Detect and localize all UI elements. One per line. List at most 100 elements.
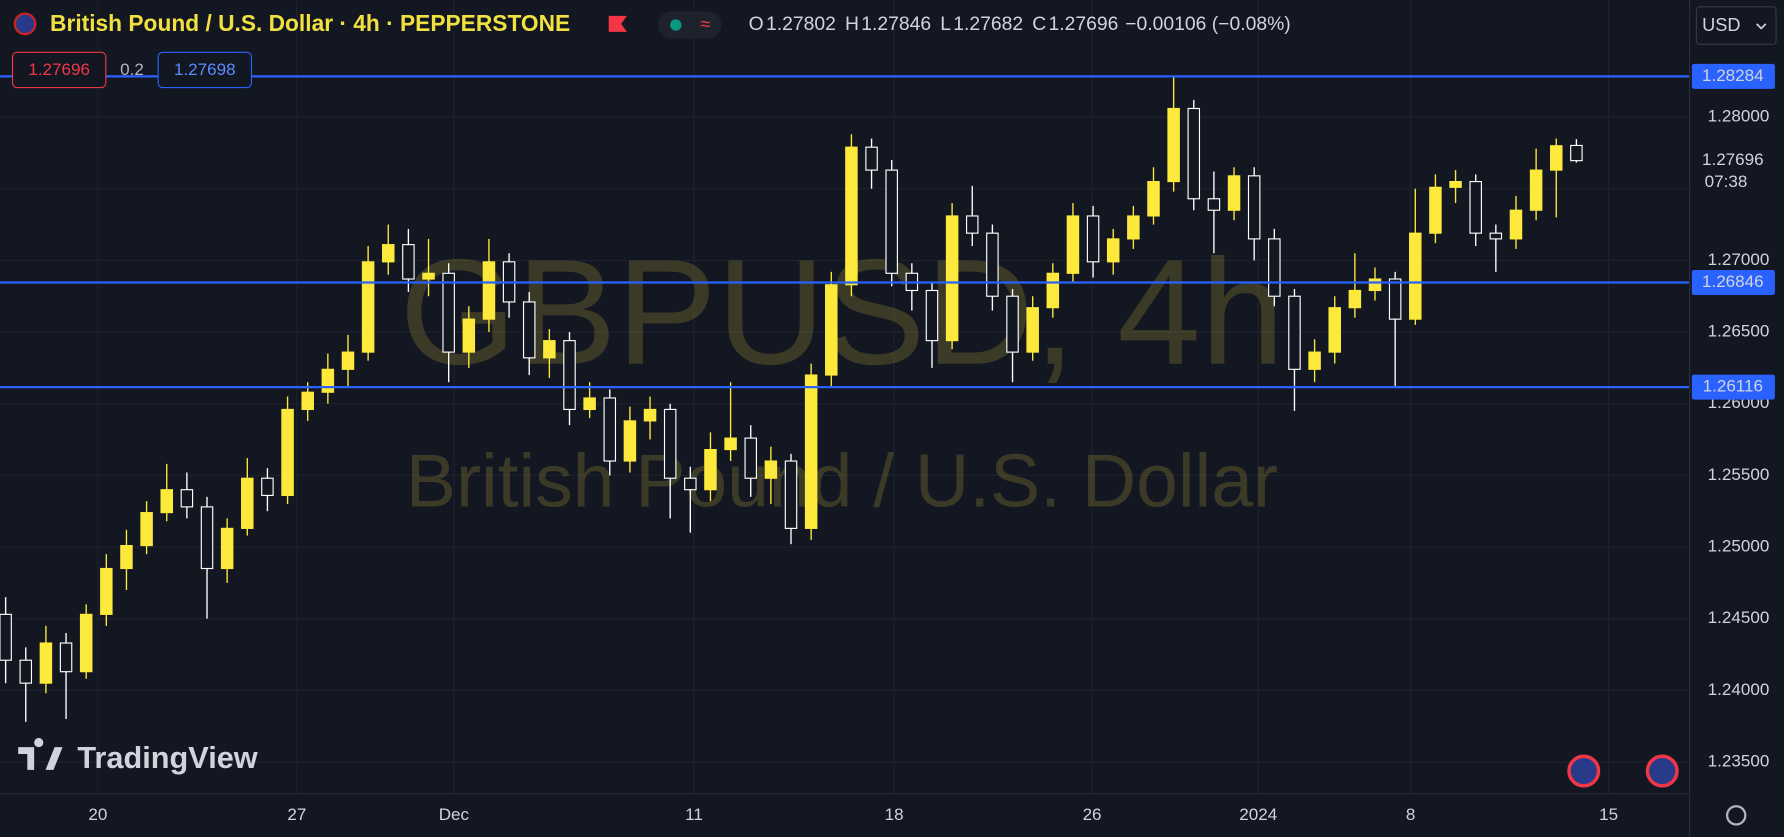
candle-body bbox=[623, 420, 637, 462]
ohlc-value: 1.27802 bbox=[766, 14, 836, 35]
status-pill bbox=[657, 11, 722, 39]
market-open-dot bbox=[670, 19, 682, 31]
candle-body bbox=[160, 489, 173, 514]
event-flag[interactable] bbox=[1567, 754, 1601, 788]
settings-icon[interactable] bbox=[1725, 805, 1747, 826]
candle-body bbox=[1046, 272, 1060, 309]
candle-body bbox=[684, 477, 697, 491]
candle-body bbox=[1308, 351, 1321, 370]
candle-body bbox=[442, 272, 455, 353]
candle-body bbox=[724, 437, 737, 451]
candle-body bbox=[663, 408, 677, 479]
candle-body bbox=[744, 437, 757, 479]
candle-body bbox=[1328, 307, 1341, 353]
price-label-box bbox=[1691, 374, 1775, 400]
candle-body bbox=[1288, 295, 1301, 370]
candle-body bbox=[1207, 198, 1221, 211]
candle-body bbox=[382, 244, 395, 263]
sell-price[interactable]: 1.27696 bbox=[28, 60, 90, 79]
candle-body bbox=[241, 477, 254, 529]
candle-body bbox=[865, 146, 878, 171]
candle-body bbox=[825, 284, 838, 376]
x-tick-label: 20 bbox=[88, 805, 107, 824]
x-tick-label: 18 bbox=[885, 805, 904, 824]
candle-body bbox=[281, 408, 294, 496]
brand-name[interactable]: TradingView bbox=[77, 740, 257, 775]
candle-body bbox=[986, 232, 999, 297]
candle-body bbox=[341, 351, 355, 370]
x-tick-label: 15 bbox=[1599, 805, 1618, 824]
candle-body bbox=[1106, 238, 1120, 263]
x-tick-label: 27 bbox=[287, 805, 306, 824]
candle-body bbox=[1348, 289, 1362, 309]
buy-button[interactable] bbox=[157, 51, 253, 89]
currency-button[interactable] bbox=[1695, 6, 1777, 45]
candle-body bbox=[1187, 107, 1201, 200]
candle-body bbox=[563, 340, 576, 411]
candle-body bbox=[79, 613, 93, 673]
candle-body bbox=[965, 215, 979, 234]
candle-body bbox=[764, 460, 778, 479]
candle-body bbox=[1570, 144, 1583, 162]
event-flag[interactable] bbox=[1645, 754, 1679, 788]
ohlc-change: −0.00106 (−0.08%) bbox=[1125, 14, 1291, 35]
candle-body bbox=[39, 642, 53, 684]
candle-body bbox=[643, 408, 657, 422]
ohlc-value: 1.27696 bbox=[1048, 14, 1118, 35]
candle-body bbox=[1509, 209, 1523, 240]
grid bbox=[0, 0, 1690, 794]
candle-body bbox=[1469, 181, 1482, 234]
x-tick-label: 26 bbox=[1083, 805, 1102, 824]
candle-body bbox=[100, 567, 113, 615]
candle-body bbox=[462, 318, 476, 353]
candle-body bbox=[1026, 307, 1039, 353]
candles bbox=[0, 76, 1583, 722]
spread: 0.2 bbox=[120, 60, 144, 79]
candle-body bbox=[1247, 175, 1261, 240]
candle-body bbox=[180, 489, 194, 508]
candle-body bbox=[200, 506, 214, 570]
candle-body bbox=[1429, 186, 1442, 234]
x-tick-label: 8 bbox=[1406, 805, 1415, 824]
symbol-title[interactable]: British Pound / U.S. Dollar · 4h · PEPPE… bbox=[50, 10, 570, 36]
x-tick-label: Dec bbox=[439, 805, 470, 824]
candle-body bbox=[220, 527, 234, 570]
candle-body bbox=[1388, 278, 1402, 320]
candle-body bbox=[402, 244, 415, 280]
ohlc-legend: O 1.27802 H 1.27846 L 1.27682 C 1.27696 −0.00106… bbox=[749, 14, 1291, 35]
ohlc-key: O bbox=[749, 14, 764, 35]
candle-body bbox=[603, 397, 617, 462]
y-tick-label: 1.26500 bbox=[1708, 322, 1770, 341]
candle-body bbox=[1127, 215, 1140, 240]
flag-icon[interactable] bbox=[608, 15, 627, 32]
ohlc-value: 1.27846 bbox=[861, 14, 931, 35]
candle-body bbox=[925, 289, 939, 342]
candle-body bbox=[0, 613, 12, 661]
price-label: 1.26846 bbox=[1702, 272, 1764, 291]
candle-body bbox=[1449, 181, 1462, 188]
currency[interactable]: USD bbox=[1702, 15, 1740, 35]
candle-body bbox=[482, 261, 496, 320]
candle-body bbox=[945, 215, 959, 342]
candle-body bbox=[1368, 278, 1382, 292]
candle-body bbox=[140, 512, 153, 547]
price-label: 1.26116 bbox=[1703, 377, 1763, 396]
ohlc-value: 1.27682 bbox=[953, 14, 1023, 35]
y-tick-label: 1.28000 bbox=[1708, 107, 1770, 126]
sell-button[interactable] bbox=[11, 51, 107, 89]
candle-body bbox=[301, 391, 314, 411]
buy-price[interactable]: 1.27698 bbox=[174, 60, 236, 79]
symbol-flag bbox=[13, 12, 37, 36]
y-tick-label: 1.23500 bbox=[1708, 751, 1770, 770]
price-label: 1.28284 bbox=[1702, 66, 1764, 85]
ohlc-key: C bbox=[1032, 14, 1046, 35]
candle-body bbox=[885, 169, 898, 274]
candle-body bbox=[1006, 295, 1019, 353]
candle-body bbox=[583, 397, 596, 411]
price-label-box bbox=[1691, 63, 1775, 89]
x-tick-label: 2024 bbox=[1239, 805, 1277, 824]
candle-body bbox=[321, 368, 335, 393]
x-tick-label: 11 bbox=[685, 805, 703, 824]
